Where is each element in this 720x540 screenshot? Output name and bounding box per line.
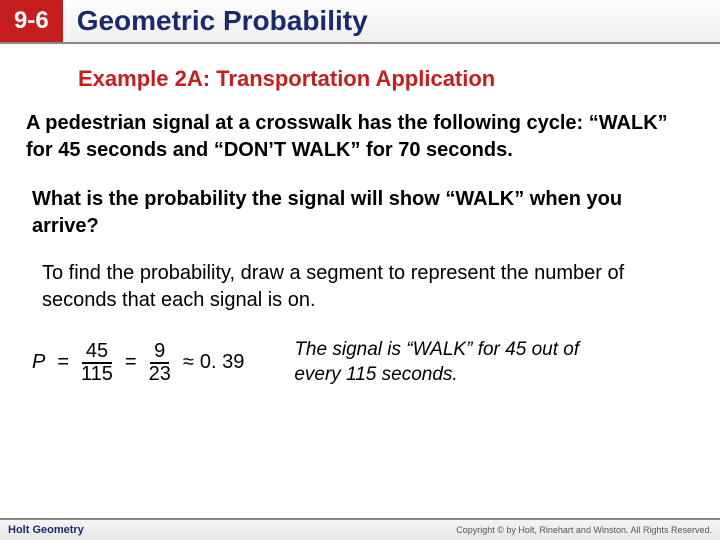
- decimal-result: 0. 39: [200, 351, 244, 374]
- chapter-title: Geometric Probability: [77, 5, 368, 37]
- question-text: What is the probability the signal will …: [32, 186, 688, 240]
- problem-statement: A pedestrian signal at a crosswalk has t…: [26, 110, 694, 164]
- slide-footer: Holt Geometry Copyright © by Holt, Rineh…: [0, 518, 720, 540]
- slide-header: 9-6 Geometric Probability: [0, 0, 720, 44]
- slide-content: Example 2A: Transportation Application A…: [0, 44, 720, 387]
- result-caption: The signal is “WALK” for 45 out of every…: [294, 338, 604, 387]
- fraction-1-num: 45: [82, 341, 112, 364]
- fraction-2-den: 23: [145, 364, 175, 385]
- variable-p: P: [32, 351, 45, 374]
- fraction-2: 9 23: [145, 341, 175, 385]
- fraction-2-num: 9: [150, 341, 169, 364]
- equals-sign-2: =: [125, 351, 137, 374]
- fraction-1-den: 115: [77, 364, 117, 385]
- section-badge: 9-6: [0, 0, 63, 42]
- footer-copyright: Copyright © by Holt, Rinehart and Winsto…: [456, 525, 712, 535]
- equals-sign: =: [57, 351, 69, 374]
- fraction-1: 45 115: [77, 341, 117, 385]
- approx-sign: ≈: [183, 351, 194, 374]
- solution-row: P = 45 115 = 9 23 ≈ 0. 39 The signal is …: [32, 338, 694, 387]
- explanation-text: To find the probability, draw a segment …: [42, 260, 678, 314]
- example-title: Example 2A: Transportation Application: [78, 66, 694, 92]
- footer-brand: Holt Geometry: [8, 524, 84, 536]
- probability-equation: P = 45 115 = 9 23 ≈ 0. 39: [32, 341, 244, 385]
